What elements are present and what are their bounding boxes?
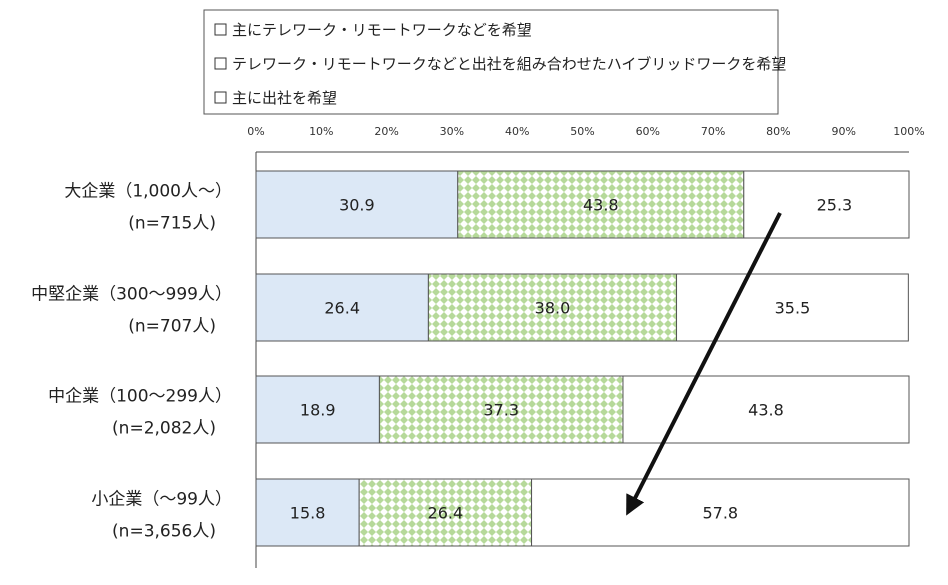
legend: 主にテレワーク・リモートワークなどを希望テレワーク・リモートワークなどと出社を組… — [203, 9, 786, 115]
x-tick-label: 70% — [701, 125, 725, 138]
x-tick-label: 30% — [440, 125, 464, 138]
x-tick-label: 10% — [309, 125, 333, 138]
data-label: 26.4 — [428, 504, 464, 523]
legend-box — [203, 9, 779, 115]
bars: 30.9 43.8 25.3 26.4 38.0 35.5 18.9 37.3 43.8 15.8… — [255, 170, 910, 547]
data-label: 26.4 — [324, 299, 360, 318]
data-label: 35.5 — [775, 299, 811, 318]
x-tick-label: 40% — [505, 125, 529, 138]
data-label: 37.3 — [483, 401, 519, 420]
bar-segment — [676, 273, 909, 342]
data-label: 25.3 — [817, 196, 853, 215]
legend-entry: テレワーク・リモートワークなどと出社を組み合わせたハイブリッドワークを希望 — [232, 55, 786, 73]
x-tick-label: 50% — [570, 125, 594, 138]
data-label: 15.8 — [290, 504, 326, 523]
bar-segment — [427, 273, 678, 342]
bar-segment — [457, 170, 745, 239]
legend-entry: 主にテレワーク・リモートワークなどを希望 — [232, 21, 532, 39]
x-tick-label: 60% — [636, 125, 660, 138]
category-sample-size: (n=715人) — [128, 214, 216, 234]
x-tick-label: 90% — [831, 125, 855, 138]
x-tick-label: 80% — [766, 125, 790, 138]
data-label: 18.9 — [300, 401, 336, 420]
x-tick-label: 100% — [893, 125, 924, 138]
legend-marker — [214, 57, 227, 70]
category-label: 小企業（～99人） — [91, 490, 232, 510]
category-label: 中堅企業（300～999人） — [31, 285, 232, 305]
trend-arrow — [626, 212, 782, 516]
data-label: 38.0 — [535, 299, 571, 318]
x-axis-ticks: 0% 10% 20% 30% 40% 50% 60% 70% 80% 90% 100% — [247, 125, 924, 138]
category-sample-size: (n=3,656人) — [112, 522, 216, 542]
category-labels: 大企業（1,000人～） (n=715人) 中堅企業（300～999人） (n=707… — [31, 182, 232, 542]
x-tick-label: 20% — [374, 125, 398, 138]
data-label: 57.8 — [702, 504, 738, 523]
bar-segment — [531, 478, 910, 547]
bar-segment — [255, 375, 380, 444]
data-label: 30.9 — [339, 196, 375, 215]
category-sample-size: (n=707人) — [128, 317, 216, 337]
legend-marker — [214, 23, 227, 36]
x-tick-label: 0% — [247, 125, 264, 138]
data-label: 43.8 — [748, 401, 784, 420]
legend-entry: 主に出社を希望 — [232, 89, 337, 107]
legend-marker — [214, 91, 227, 104]
bar-segment — [255, 478, 360, 547]
bar-segment — [378, 375, 624, 444]
data-label: 43.8 — [583, 196, 619, 215]
category-label: 大企業（1,000人～） — [64, 182, 232, 202]
category-sample-size: (n=2,082人) — [112, 419, 216, 439]
bar-segment — [358, 478, 533, 547]
bar-segment — [255, 170, 459, 239]
category-label: 中企業（100～299人） — [48, 387, 232, 407]
